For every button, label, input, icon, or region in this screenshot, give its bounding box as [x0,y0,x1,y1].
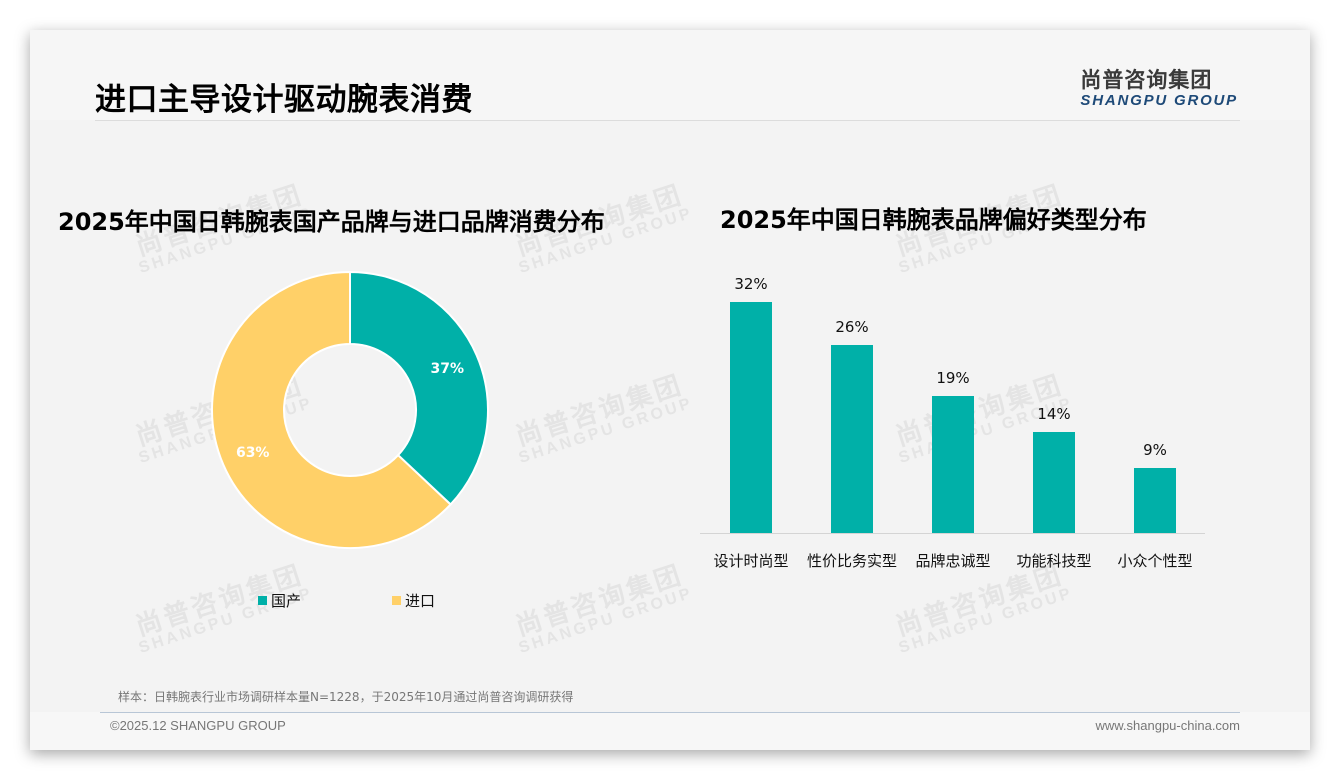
header-band [30,30,1310,120]
legend-label: 进口 [405,592,436,610]
bar-data-label: 9% [1143,441,1167,460]
logo-en-text: SHANGPU GROUP [1080,92,1238,109]
bar [1033,431,1075,533]
logo-cn-text: 尚普咨询集团 [1080,68,1213,92]
company-logo: 尚普咨询集团 SHANGPU GROUP [1080,64,1238,109]
donut-segment-domestic [349,270,489,506]
legend-item-domestic: 国产 [258,590,301,611]
legend-swatch-teal [258,596,267,605]
donut-data-label: 37% [431,361,465,377]
x-axis-tick-label: 小众个性型 [1117,552,1193,570]
footer-band [30,712,1310,750]
copyright-text: ©2025.12 SHANGPU GROUP [110,718,286,733]
bar [730,302,772,533]
footer-divider [100,712,1240,713]
page-title: 进口主导设计驱动腕表消费 [95,82,473,118]
bar-data-label: 32% [734,275,768,293]
donut-chart: 37% 63% [211,270,489,549]
bar-chart: 32% 设计时尚型 26% 性价比务实型 19% 品牌忠诚型 14% 功能科技型 9% 小众个性型 [700,270,1205,570]
bar-data-label: 19% [936,368,970,387]
bar [932,395,974,533]
x-axis-tick-label: 性价比务实型 [806,552,897,570]
slide: 尚普咨询集团 SHANGPU GROUP 尚普咨询集团 SHANGPU GROUP … [30,30,1310,750]
bar-data-label: 26% [835,318,869,337]
x-axis-line [700,533,1205,534]
bar-chart-title: 2025年中国日韩腕表品牌偏好类型分布 [720,206,1147,234]
donut-chart-title: 2025年中国日韩腕表国产品牌与进口品牌消费分布 [58,208,605,236]
legend-swatch-yellow [392,596,401,605]
donut-data-label: 63% [236,445,270,461]
sample-note: 样本：日韩腕表行业市场调研样本量N=1228，于2025年10月通过尚普咨询调研… [118,690,574,704]
bar [1134,468,1176,533]
website-link[interactable]: www.shangpu-china.com [1095,718,1240,733]
bar-data-label: 14% [1037,404,1071,423]
legend-item-import: 进口 [392,590,435,611]
x-axis-tick-label: 设计时尚型 [713,552,789,570]
legend-label: 国产 [271,592,302,610]
bar [831,345,873,533]
x-axis-tick-label: 品牌忠诚型 [915,552,991,570]
x-axis-tick-label: 功能科技型 [1016,552,1092,570]
donut-segment-import [211,270,453,549]
title-divider [95,120,1240,121]
